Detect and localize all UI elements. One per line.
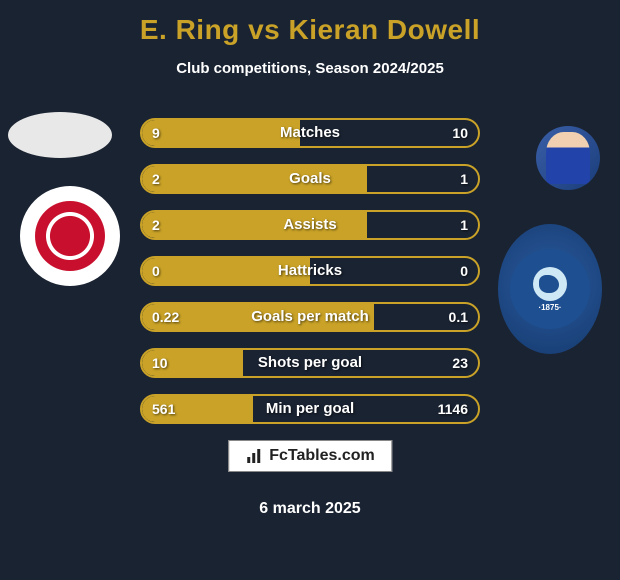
player-left-avatar bbox=[8, 112, 112, 158]
club-right-crest: ·1875· bbox=[498, 224, 602, 354]
page-title: E. Ring vs Kieran Dowell bbox=[0, 0, 620, 46]
stat-label: Goals per match bbox=[142, 304, 478, 330]
crest-icon bbox=[35, 201, 105, 271]
stat-label: Assists bbox=[142, 212, 478, 238]
subtitle: Club competitions, Season 2024/2025 bbox=[0, 60, 620, 77]
stat-label: Matches bbox=[142, 120, 478, 146]
stat-right-value: 1 bbox=[460, 212, 468, 238]
player-right-avatar bbox=[536, 126, 600, 190]
stat-row: 2 Goals 1 bbox=[140, 164, 480, 194]
brand-badge: FcTables.com bbox=[228, 440, 392, 472]
stat-row: 10 Shots per goal 23 bbox=[140, 348, 480, 378]
stat-right-value: 23 bbox=[452, 350, 468, 376]
stat-row: 0.22 Goals per match 0.1 bbox=[140, 302, 480, 332]
stat-label: Min per goal bbox=[142, 396, 478, 422]
stat-right-value: 1146 bbox=[438, 396, 468, 422]
player-icon bbox=[546, 132, 590, 184]
stat-right-value: 0 bbox=[460, 258, 468, 284]
stat-row: 9 Matches 10 bbox=[140, 118, 480, 148]
chart-icon bbox=[245, 447, 263, 465]
globe-icon bbox=[533, 267, 567, 301]
crest-year: ·1875· bbox=[538, 303, 561, 312]
brand-label: FcTables.com bbox=[269, 447, 375, 465]
stat-row: 0 Hattricks 0 bbox=[140, 256, 480, 286]
stats-container: 9 Matches 10 2 Goals 1 2 Assists 1 0 Hat… bbox=[140, 118, 480, 440]
crest-icon: ·1875· bbox=[510, 249, 590, 329]
stat-label: Goals bbox=[142, 166, 478, 192]
stat-label: Hattricks bbox=[142, 258, 478, 284]
stat-row: 561 Min per goal 1146 bbox=[140, 394, 480, 424]
stat-right-value: 1 bbox=[460, 166, 468, 192]
stat-right-value: 10 bbox=[452, 120, 468, 146]
stat-label: Shots per goal bbox=[142, 350, 478, 376]
date-label: 6 march 2025 bbox=[0, 500, 620, 518]
stat-row: 2 Assists 1 bbox=[140, 210, 480, 240]
stat-right-value: 0.1 bbox=[449, 304, 468, 330]
club-left-crest bbox=[20, 186, 120, 286]
